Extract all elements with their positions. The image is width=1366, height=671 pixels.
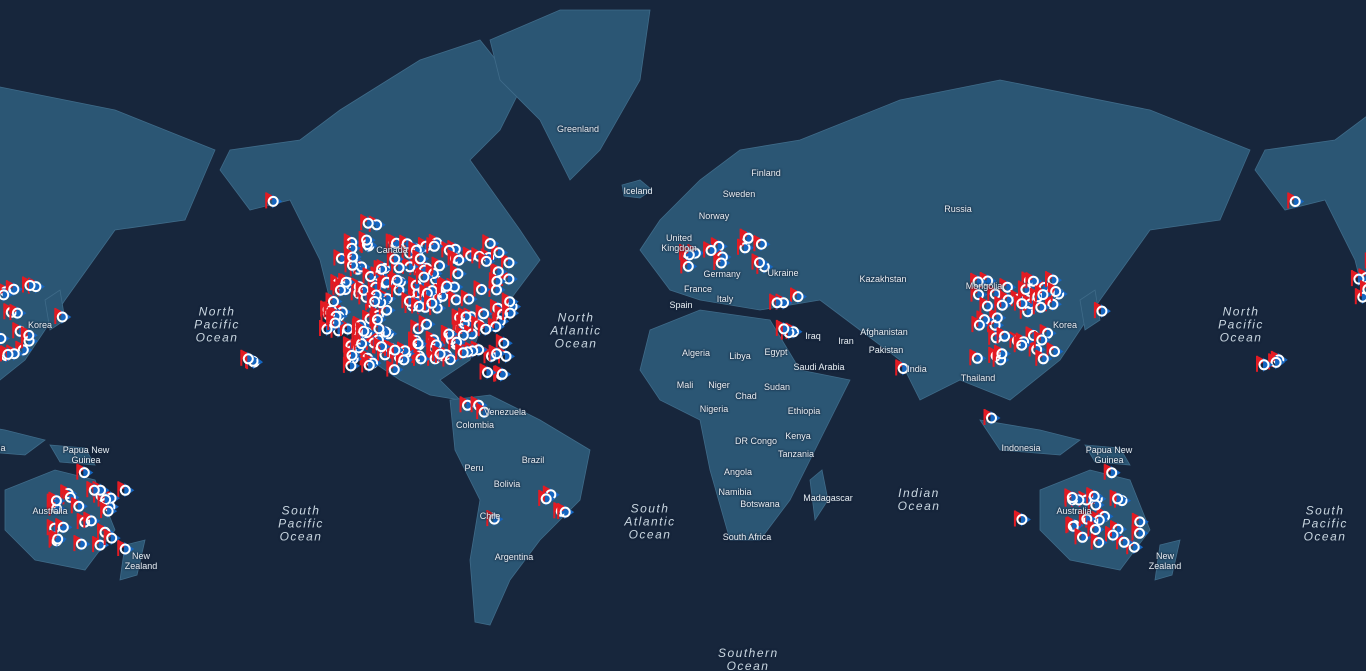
country-label: Germany: [703, 269, 741, 279]
country-label: Mongolia: [965, 281, 1003, 291]
country-label: Kenya: [785, 431, 811, 441]
country-label: Iraq: [805, 331, 821, 341]
country-label: Sudan: [763, 382, 791, 392]
country-label: Chile: [479, 511, 501, 521]
country-label: Norway: [698, 211, 730, 221]
country-label: Italy: [716, 294, 734, 304]
ocean-label: Southern Ocean: [718, 646, 779, 671]
country-label: Sweden: [722, 189, 756, 199]
country-label: Russia: [944, 204, 972, 214]
country-label: Spain: [669, 300, 693, 310]
country-label: Tanzania: [777, 449, 815, 459]
country-label: Venezuela: [483, 407, 527, 417]
country-label: Botswana: [740, 499, 780, 509]
country-label: Libya: [729, 351, 751, 361]
country-label: Afghanistan: [860, 327, 908, 337]
country-label: Korea: [1052, 320, 1078, 330]
country-label: Papua New Guinea: [62, 445, 110, 465]
country-label: Brazil: [521, 455, 545, 465]
country-label: Niger: [708, 380, 730, 390]
ocean-label: South Pacific Ocean: [278, 503, 324, 544]
country-label: South Africa: [722, 532, 772, 542]
ocean-label: South Atlantic Ocean: [624, 501, 676, 542]
country-label: New Zealand: [1148, 551, 1182, 571]
country-label: Pakistan: [868, 345, 904, 355]
country-label: Finland: [751, 168, 781, 178]
country-label: DR Congo: [734, 436, 778, 446]
ocean-label: North Atlantic Ocean: [550, 310, 602, 351]
location-marker[interactable]: [116, 480, 136, 499]
country-label: Namibia: [718, 487, 752, 497]
ocean-label: North Pacific Ocean: [194, 304, 240, 345]
country-label: Mali: [676, 380, 694, 390]
country-label: Peru: [464, 463, 484, 473]
country-label: New Zealand: [124, 551, 158, 571]
country-label: Australia: [1056, 506, 1092, 516]
country-label: Indonesia: [1001, 443, 1041, 453]
country-label: Iceland: [623, 186, 653, 196]
country-label: Colombia: [455, 420, 495, 430]
country-label: Madagascar: [803, 493, 853, 503]
country-label: Australia: [32, 506, 68, 516]
country-label: Canada: [376, 245, 408, 255]
country-label: Thailand: [960, 373, 996, 383]
country-label: Iran: [838, 336, 854, 346]
ocean-label: South Pacific Ocean: [1302, 503, 1348, 544]
country-label: India: [907, 364, 927, 374]
country-label: Algeria: [681, 348, 710, 358]
location-marker[interactable]: [493, 364, 513, 383]
country-label: Greenland: [556, 124, 600, 134]
country-label: Ukraine: [767, 268, 799, 278]
country-label: Chad: [735, 391, 757, 401]
country-label: Indonesia: [0, 443, 6, 453]
location-marker[interactable]: [1012, 509, 1032, 528]
country-label: Nigeria: [699, 404, 729, 414]
ocean-label: North Pacific Ocean: [1218, 304, 1264, 345]
country-label: Kazakhstan: [859, 274, 907, 284]
country-label: Argentina: [494, 552, 534, 562]
country-label: France: [683, 284, 712, 294]
ocean-label: Indian Ocean: [897, 486, 941, 513]
country-label: Ethiopia: [787, 406, 821, 416]
country-label: Bolivia: [493, 479, 521, 489]
country-label: Korea: [27, 320, 53, 330]
country-label: Saudi Arabia: [793, 362, 845, 372]
country-label: Papua New Guinea: [1085, 445, 1133, 465]
country-label: Angola: [723, 467, 753, 477]
country-label: Egypt: [764, 347, 788, 357]
country-label: United Kingdom: [661, 233, 697, 253]
